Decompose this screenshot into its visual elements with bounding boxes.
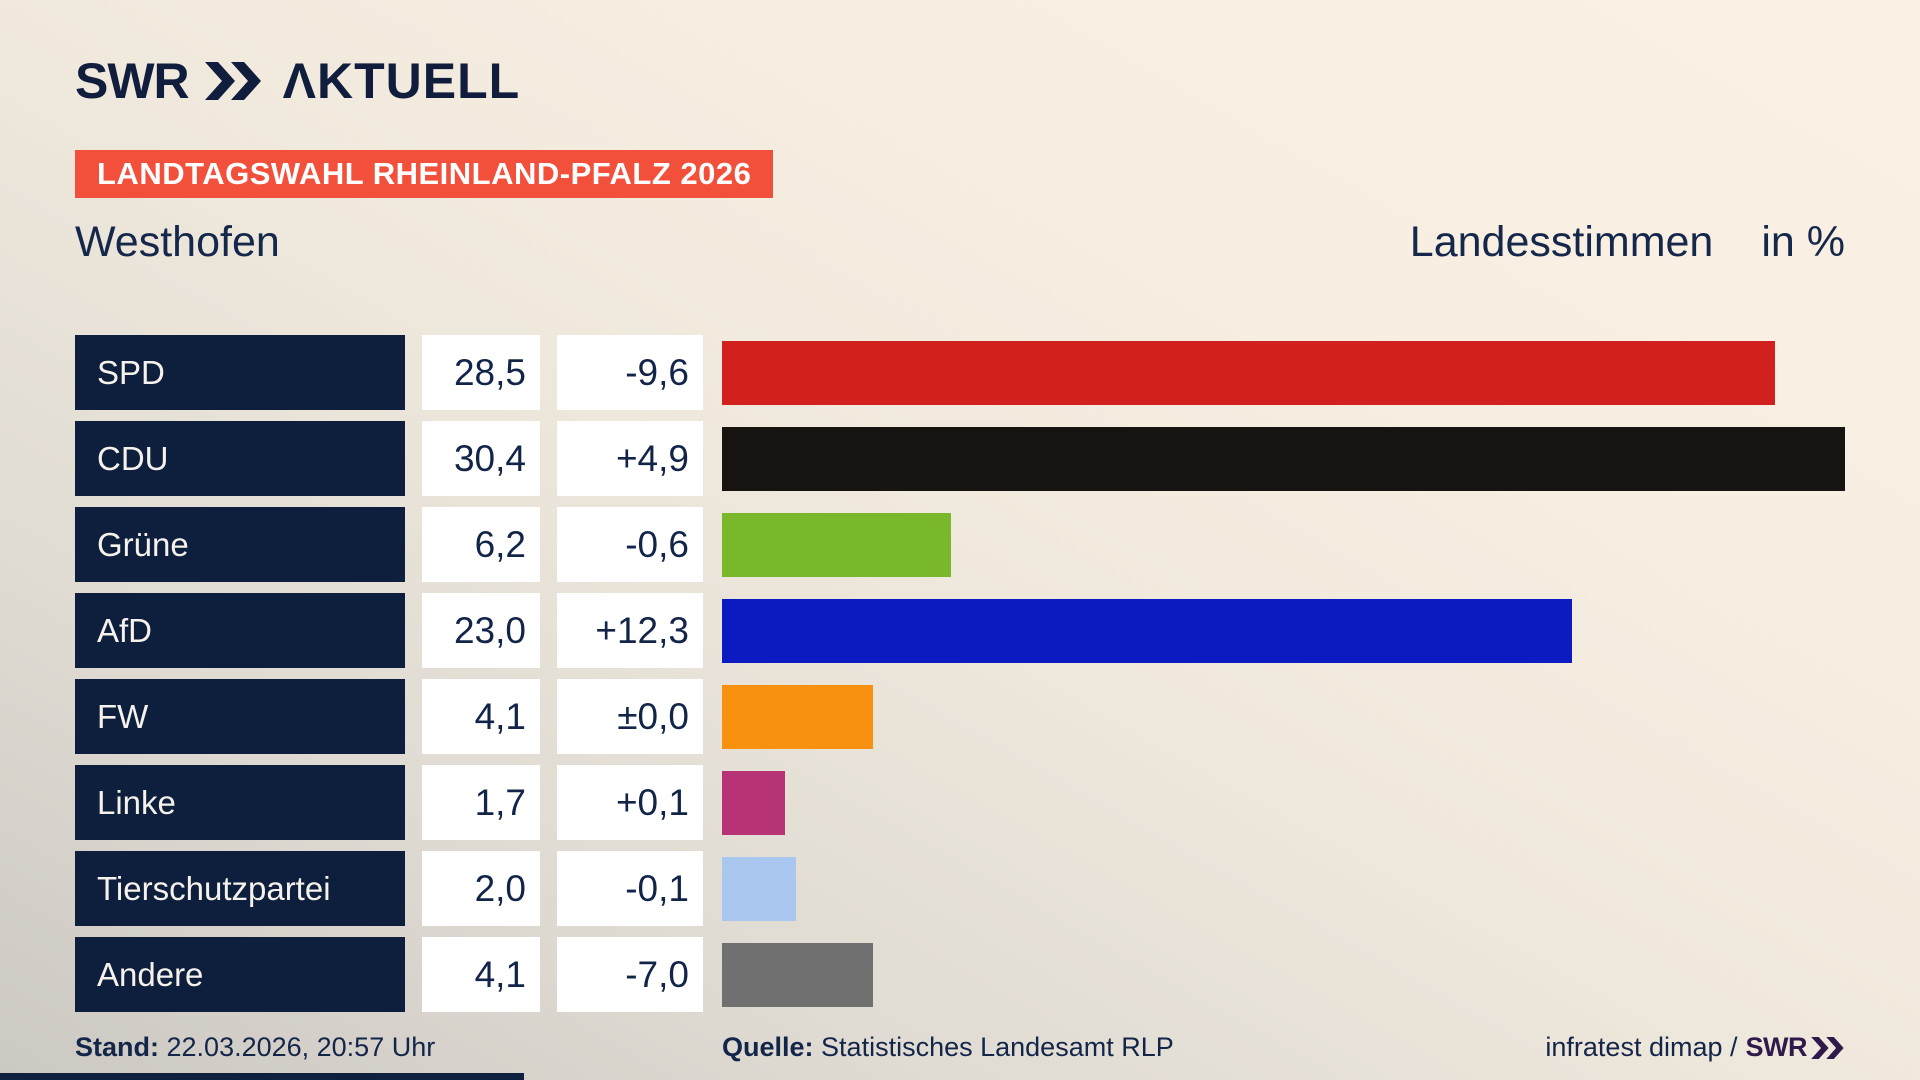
change-cell: -0,6 [557, 507, 703, 582]
swr-footer-logo: SWR [1746, 1032, 1846, 1063]
party-label-cell: Grüne [75, 507, 405, 582]
table-row-spd: SPD 28,5 -9,6 [75, 335, 1845, 410]
title-row: Westhofen Landesstimmen in % [75, 218, 1845, 267]
election-badge: LANDTAGSWAHL RHEINLAND-PFALZ 2026 [75, 150, 774, 198]
value-cell: 23,0 [422, 593, 540, 668]
table-row-fw: FW 4,1 ±0,0 [75, 679, 1845, 754]
swr-aktuell-logo: SWR ΛKTUELL [75, 52, 520, 110]
results-table: SPD 28,5 -9,6 CDU 30,4 +4,9 Grüne 6,2 -0… [75, 335, 1845, 1023]
aktuell-wordmark: ΛKTUELL [282, 53, 521, 109]
value-cell: 1,7 [422, 765, 540, 840]
stand-value: 22.03.2026, 20:57 Uhr [166, 1032, 436, 1062]
party-label-cell: Linke [75, 765, 405, 840]
stand-timestamp: Stand: 22.03.2026, 20:57 Uhr [75, 1032, 435, 1063]
table-row-andere: Andere 4,1 -7,0 [75, 937, 1845, 1012]
value-cell: 4,1 [422, 679, 540, 754]
result-bar [722, 512, 952, 577]
vote-type-label: Landesstimmen [1409, 218, 1714, 266]
table-row-linke: Linke 1,7 +0,1 [75, 765, 1845, 840]
value-cell: 28,5 [422, 335, 540, 410]
unit-label: in % [1761, 218, 1845, 266]
quelle-label: Quelle: [722, 1032, 814, 1062]
party-label-cell: Tierschutzpartei [75, 851, 405, 926]
party-label-cell: AfD [75, 593, 405, 668]
value-cell: 30,4 [422, 421, 540, 496]
swr-footer-wordmark: SWR [1745, 1032, 1808, 1062]
value-cell: 4,1 [422, 937, 540, 1012]
change-cell: +12,3 [557, 593, 703, 668]
change-cell: -9,6 [557, 335, 703, 410]
party-label-cell: Andere [75, 937, 405, 1012]
party-label-cell: FW [75, 679, 405, 754]
swr-footer-chevrons-icon [1809, 1036, 1845, 1059]
quelle-value: Statistisches Landesamt RLP [821, 1032, 1174, 1062]
value-cell: 6,2 [422, 507, 540, 582]
municipality-title: Westhofen [75, 218, 280, 266]
party-label-cell: SPD [75, 335, 405, 410]
result-bar [722, 856, 796, 921]
bar-area [722, 937, 1845, 1012]
credit-text: infratest dimap / [1545, 1032, 1738, 1062]
change-cell: ±0,0 [557, 679, 703, 754]
result-bar [722, 942, 874, 1007]
change-cell: -7,0 [557, 937, 703, 1012]
bar-area [722, 593, 1845, 668]
value-cell: 2,0 [422, 851, 540, 926]
result-bar [722, 770, 785, 835]
source-note: Quelle: Statistisches Landesamt RLP [722, 1032, 1174, 1063]
bar-area [722, 679, 1845, 754]
change-cell: -0,1 [557, 851, 703, 926]
party-label-cell: CDU [75, 421, 405, 496]
result-bar [722, 684, 874, 749]
bar-area [722, 507, 1845, 582]
table-row-cdu: CDU 30,4 +4,9 [75, 421, 1845, 496]
bar-area [722, 765, 1845, 840]
result-bar [722, 340, 1775, 405]
table-row-tierschutzpartei: Tierschutzpartei 2,0 -0,1 [75, 851, 1845, 926]
bar-area [722, 421, 1845, 496]
bottom-edge-strip [0, 1073, 524, 1080]
change-cell: +4,9 [557, 421, 703, 496]
swr-chevrons-icon [204, 62, 263, 100]
credit-note: infratest dimap / SWR [1545, 1032, 1845, 1063]
footer: Stand: 22.03.2026, 20:57 Uhr Quelle: Sta… [0, 1026, 1920, 1070]
swr-wordmark: SWR [75, 53, 190, 109]
table-row-afd: AfD 23,0 +12,3 [75, 593, 1845, 668]
change-cell: +0,1 [557, 765, 703, 840]
table-row-gruene: Grüne 6,2 -0,6 [75, 507, 1845, 582]
bar-area [722, 335, 1845, 410]
result-bar [722, 426, 1845, 491]
stand-label: Stand: [75, 1032, 159, 1062]
vote-type-title: Landesstimmen in % [1410, 218, 1845, 267]
bar-area [722, 851, 1845, 926]
result-bar [722, 598, 1572, 663]
